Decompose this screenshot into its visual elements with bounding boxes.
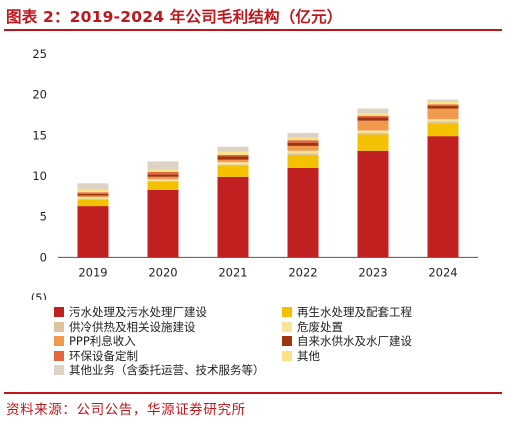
legend-swatch	[282, 321, 292, 332]
bar-segment	[147, 169, 179, 172]
bar-segment	[427, 106, 459, 109]
bar-segment	[427, 99, 459, 102]
x-tick-label: 2021	[218, 265, 247, 279]
bar-segment	[147, 171, 179, 175]
bar-segment	[427, 119, 459, 122]
bar-segment	[147, 174, 179, 177]
bar-segment	[217, 156, 249, 160]
chart-title: 图表 2：2019-2024 年公司毛利结构（亿元）	[6, 8, 343, 26]
bar-segment	[287, 140, 319, 143]
legend-label: PPP利息收入	[69, 334, 136, 348]
legend-label: 危废处置	[297, 319, 343, 334]
legend-item: 危废处置	[282, 319, 343, 335]
bar-segment	[357, 113, 389, 116]
x-tick-label: 2023	[358, 265, 387, 279]
bar-segment	[147, 176, 179, 180]
bar-segment	[427, 136, 459, 258]
bar-segment	[147, 181, 179, 190]
bar-segment	[357, 108, 389, 114]
legend-label: 再生水处理及配套工程	[297, 305, 412, 319]
legend-label: 污水处理及污水处理厂建设	[69, 305, 207, 319]
legend-item: 其他业务（含委托运营、技术服务等）	[54, 362, 265, 378]
bar-segment	[217, 176, 249, 258]
bar-segment	[357, 115, 389, 118]
y-tick-label: 25	[32, 47, 47, 61]
legend-swatch	[282, 336, 292, 346]
legend-label: 环保设备定制	[69, 348, 138, 363]
bar-segment	[287, 154, 319, 168]
y-tick-label: 5	[40, 210, 47, 224]
legend-swatch	[54, 350, 64, 361]
y-tick-label: 10	[32, 169, 47, 183]
bar-segment	[357, 130, 389, 133]
x-tick-label: 2022	[288, 265, 317, 279]
legend-label: 其他	[297, 348, 320, 363]
bar-segment	[287, 150, 319, 154]
bar-segment	[427, 123, 459, 137]
bar-segment	[147, 161, 179, 170]
bar-segment	[77, 206, 109, 258]
bar-segment	[77, 195, 109, 198]
bar-segment	[77, 197, 109, 199]
bar-segment	[357, 150, 389, 258]
bar-segment	[217, 154, 249, 157]
bar-segment	[77, 199, 109, 207]
source-note: 资料来源：公司公告，华源证券研究所	[6, 402, 246, 418]
bar-segment	[357, 134, 389, 151]
bar-segment	[427, 121, 459, 124]
legend-label: 自来水供水及水厂建设	[297, 334, 412, 348]
legend-swatch	[282, 350, 292, 361]
bar-segment	[427, 104, 459, 107]
legend-item: PPP利息收入	[54, 333, 136, 349]
bar-segment	[287, 132, 319, 138]
bar-segment	[287, 153, 319, 155]
bar-segment	[427, 108, 459, 120]
bar-segment	[287, 137, 319, 141]
legend-item: 环保设备定制	[54, 348, 138, 364]
bar-segment	[217, 151, 249, 155]
bar-segment	[77, 198, 109, 200]
bar-segment	[77, 183, 109, 190]
bar-segment	[287, 167, 319, 258]
bar-segment	[217, 164, 249, 166]
bar-segment	[147, 189, 179, 258]
legend-item: 自来水供水及水厂建设	[282, 333, 412, 349]
x-tick-label: 2019	[78, 265, 107, 279]
y-tick-label: 20	[32, 88, 47, 102]
bar-segment	[287, 142, 319, 146]
bar-segment	[77, 193, 109, 196]
legend-swatch	[54, 307, 64, 317]
legend-swatch	[54, 365, 64, 375]
source-rule	[4, 392, 502, 394]
bar-segment	[357, 132, 389, 135]
bar-segment	[147, 179, 179, 181]
y-tick-label: 0	[40, 250, 47, 264]
legend-item: 其他	[282, 348, 320, 364]
legend-item: 污水处理及污水处理厂建设	[54, 304, 207, 320]
bar-segment	[357, 117, 389, 121]
y-tick-label: (5)	[31, 291, 47, 300]
bar-chart: (5) 0 5 10 15 20 25 2019 2020 2021 2022 2023 2024	[31, 47, 478, 300]
bar-segment	[357, 120, 389, 131]
legend-swatch	[54, 336, 64, 346]
bar-segment	[217, 162, 249, 165]
legend-label: 其他业务（含委托运营、技术服务等）	[69, 363, 265, 377]
title-rule	[4, 29, 502, 31]
bar-segment	[217, 146, 249, 152]
legend-swatch	[54, 321, 64, 332]
bar-segment	[217, 165, 249, 177]
legend-item: 再生水处理及配套工程	[282, 304, 412, 320]
y-tick-label: 15	[32, 128, 47, 142]
bar-segment	[427, 101, 459, 105]
bar-segment	[77, 192, 109, 194]
bar-segment	[287, 145, 319, 151]
legend-swatch	[282, 307, 292, 317]
bar-segment	[147, 180, 179, 182]
bar-segment	[217, 159, 249, 163]
legend-label: 供冷供热及相关设施建设	[69, 319, 196, 334]
bar-segment	[77, 189, 109, 193]
legend-item: 供冷供热及相关设施建设	[54, 319, 196, 335]
x-tick-label: 2024	[428, 265, 457, 279]
x-tick-label: 2020	[148, 265, 177, 279]
